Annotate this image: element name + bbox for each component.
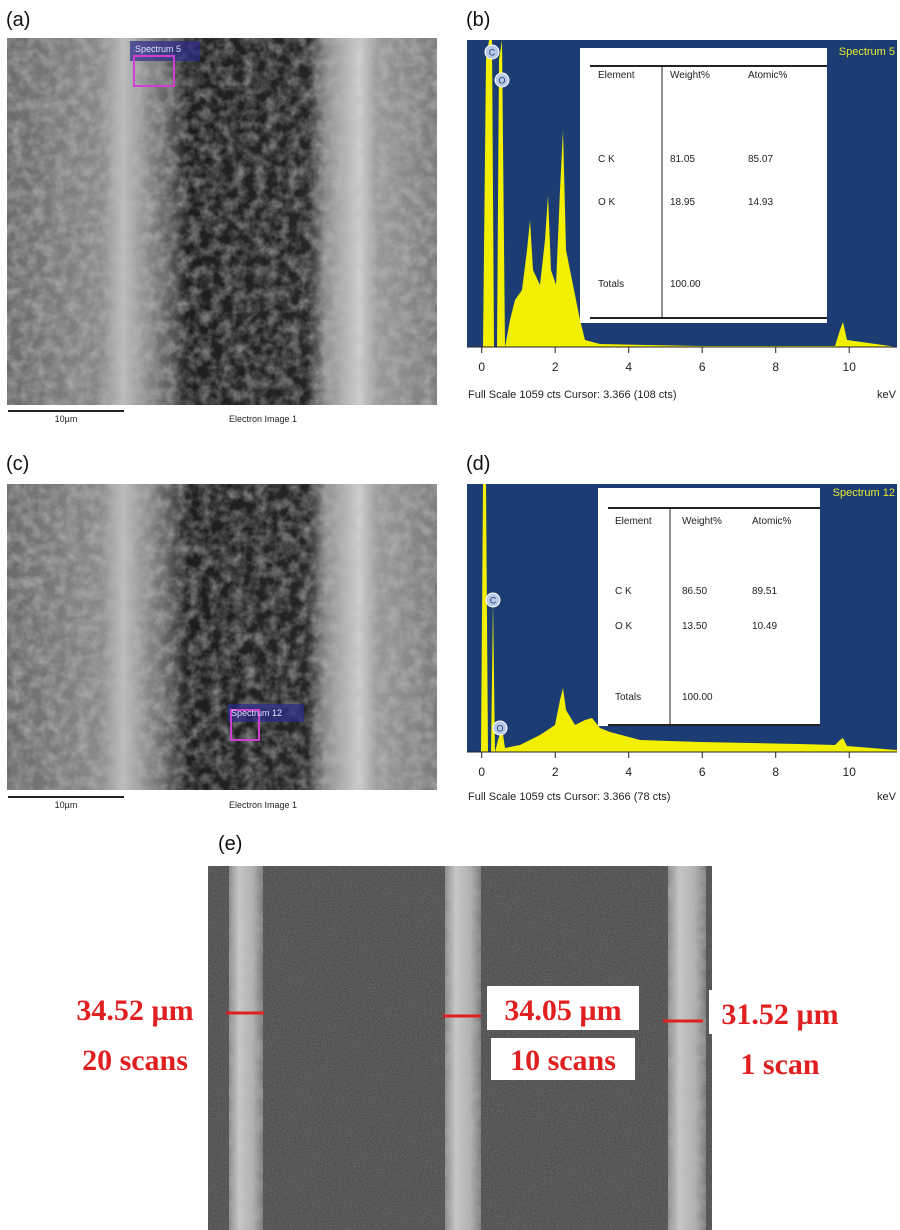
- x-tick-label: 6: [699, 360, 706, 374]
- table-cell: C K: [598, 154, 615, 165]
- width-label: 31.52 µm: [721, 998, 838, 1031]
- spectrum-box-label: Spectrum 12: [231, 708, 282, 718]
- table-cell: 14.93: [748, 197, 773, 208]
- x-tick-label: 8: [772, 765, 779, 779]
- sem-image: [7, 484, 437, 790]
- spectrum-name: Spectrum 5: [839, 46, 895, 58]
- x-tick-label: 8: [772, 360, 779, 374]
- x-tick-label: 10: [843, 765, 857, 779]
- spectrum-box-label: Spectrum 5: [135, 44, 181, 54]
- x-tick-label: 0: [478, 765, 485, 779]
- spectrum-footer: Full Scale 1059 cts Cursor: 3.366 (78 ct…: [468, 791, 670, 803]
- x-tick-label: 2: [552, 360, 559, 374]
- panel-label: (a): [6, 9, 30, 31]
- table-header: Weight%: [670, 70, 710, 81]
- table-header: Weight%: [682, 516, 722, 527]
- table-cell: 86.50: [682, 586, 707, 597]
- spectrum-name: Spectrum 12: [833, 487, 895, 499]
- table-header: Element: [598, 70, 635, 81]
- x-tick-label: 2: [552, 765, 559, 779]
- peak-label: C: [489, 48, 496, 58]
- sem-image: [208, 866, 712, 1230]
- table-cell: 89.51: [752, 586, 777, 597]
- scans-label: 20 scans: [82, 1044, 188, 1077]
- x-tick-label: 4: [625, 360, 632, 374]
- table-cell: O K: [615, 621, 633, 632]
- table-cell: C K: [615, 586, 632, 597]
- width-label: 34.05 µm: [504, 994, 621, 1027]
- panel-label: (e): [218, 833, 242, 855]
- table-cell: 10.49: [752, 621, 777, 632]
- x-tick-label: 10: [843, 360, 857, 374]
- table-header: Atomic%: [748, 70, 788, 81]
- x-tick-label: 0: [478, 360, 485, 374]
- table-cell: 100.00: [682, 692, 713, 703]
- panel-label: (c): [6, 453, 29, 475]
- table-cell: 81.05: [670, 154, 695, 165]
- x-tick-label: 4: [625, 765, 632, 779]
- table-cell: 13.50: [682, 621, 707, 632]
- table-cell: Totals: [598, 279, 624, 290]
- axis-unit: keV: [877, 389, 897, 401]
- table-cell: 18.95: [670, 197, 695, 208]
- table-cell: O K: [598, 197, 616, 208]
- panel-label: (d): [466, 453, 490, 475]
- peak-label: O: [498, 76, 505, 86]
- scale-bar-label: 10µm: [55, 800, 78, 810]
- peak-label: O: [496, 724, 503, 734]
- spectrum-footer: Full Scale 1059 cts Cursor: 3.366 (108 c…: [468, 389, 676, 401]
- width-label: 34.52 µm: [76, 994, 193, 1027]
- table-cell: 100.00: [670, 279, 701, 290]
- table-cell: 85.07: [748, 154, 773, 165]
- figure: (a) Spectrum 5 10µm Electron Image 1 (b)…: [0, 0, 900, 1230]
- table-cell: Totals: [615, 692, 641, 703]
- scans-label: 10 scans: [510, 1044, 616, 1077]
- axis-unit: keV: [877, 791, 897, 803]
- image-caption: Electron Image 1: [229, 800, 297, 810]
- scale-bar-label: 10µm: [55, 414, 78, 424]
- sem-image: [7, 38, 437, 405]
- image-caption: Electron Image 1: [229, 414, 297, 424]
- x-tick-label: 6: [699, 765, 706, 779]
- panel-label: (b): [466, 9, 490, 31]
- table-header: Element: [615, 516, 652, 527]
- scans-label: 1 scan: [740, 1048, 819, 1081]
- table-header: Atomic%: [752, 516, 792, 527]
- peak-label: C: [490, 596, 497, 606]
